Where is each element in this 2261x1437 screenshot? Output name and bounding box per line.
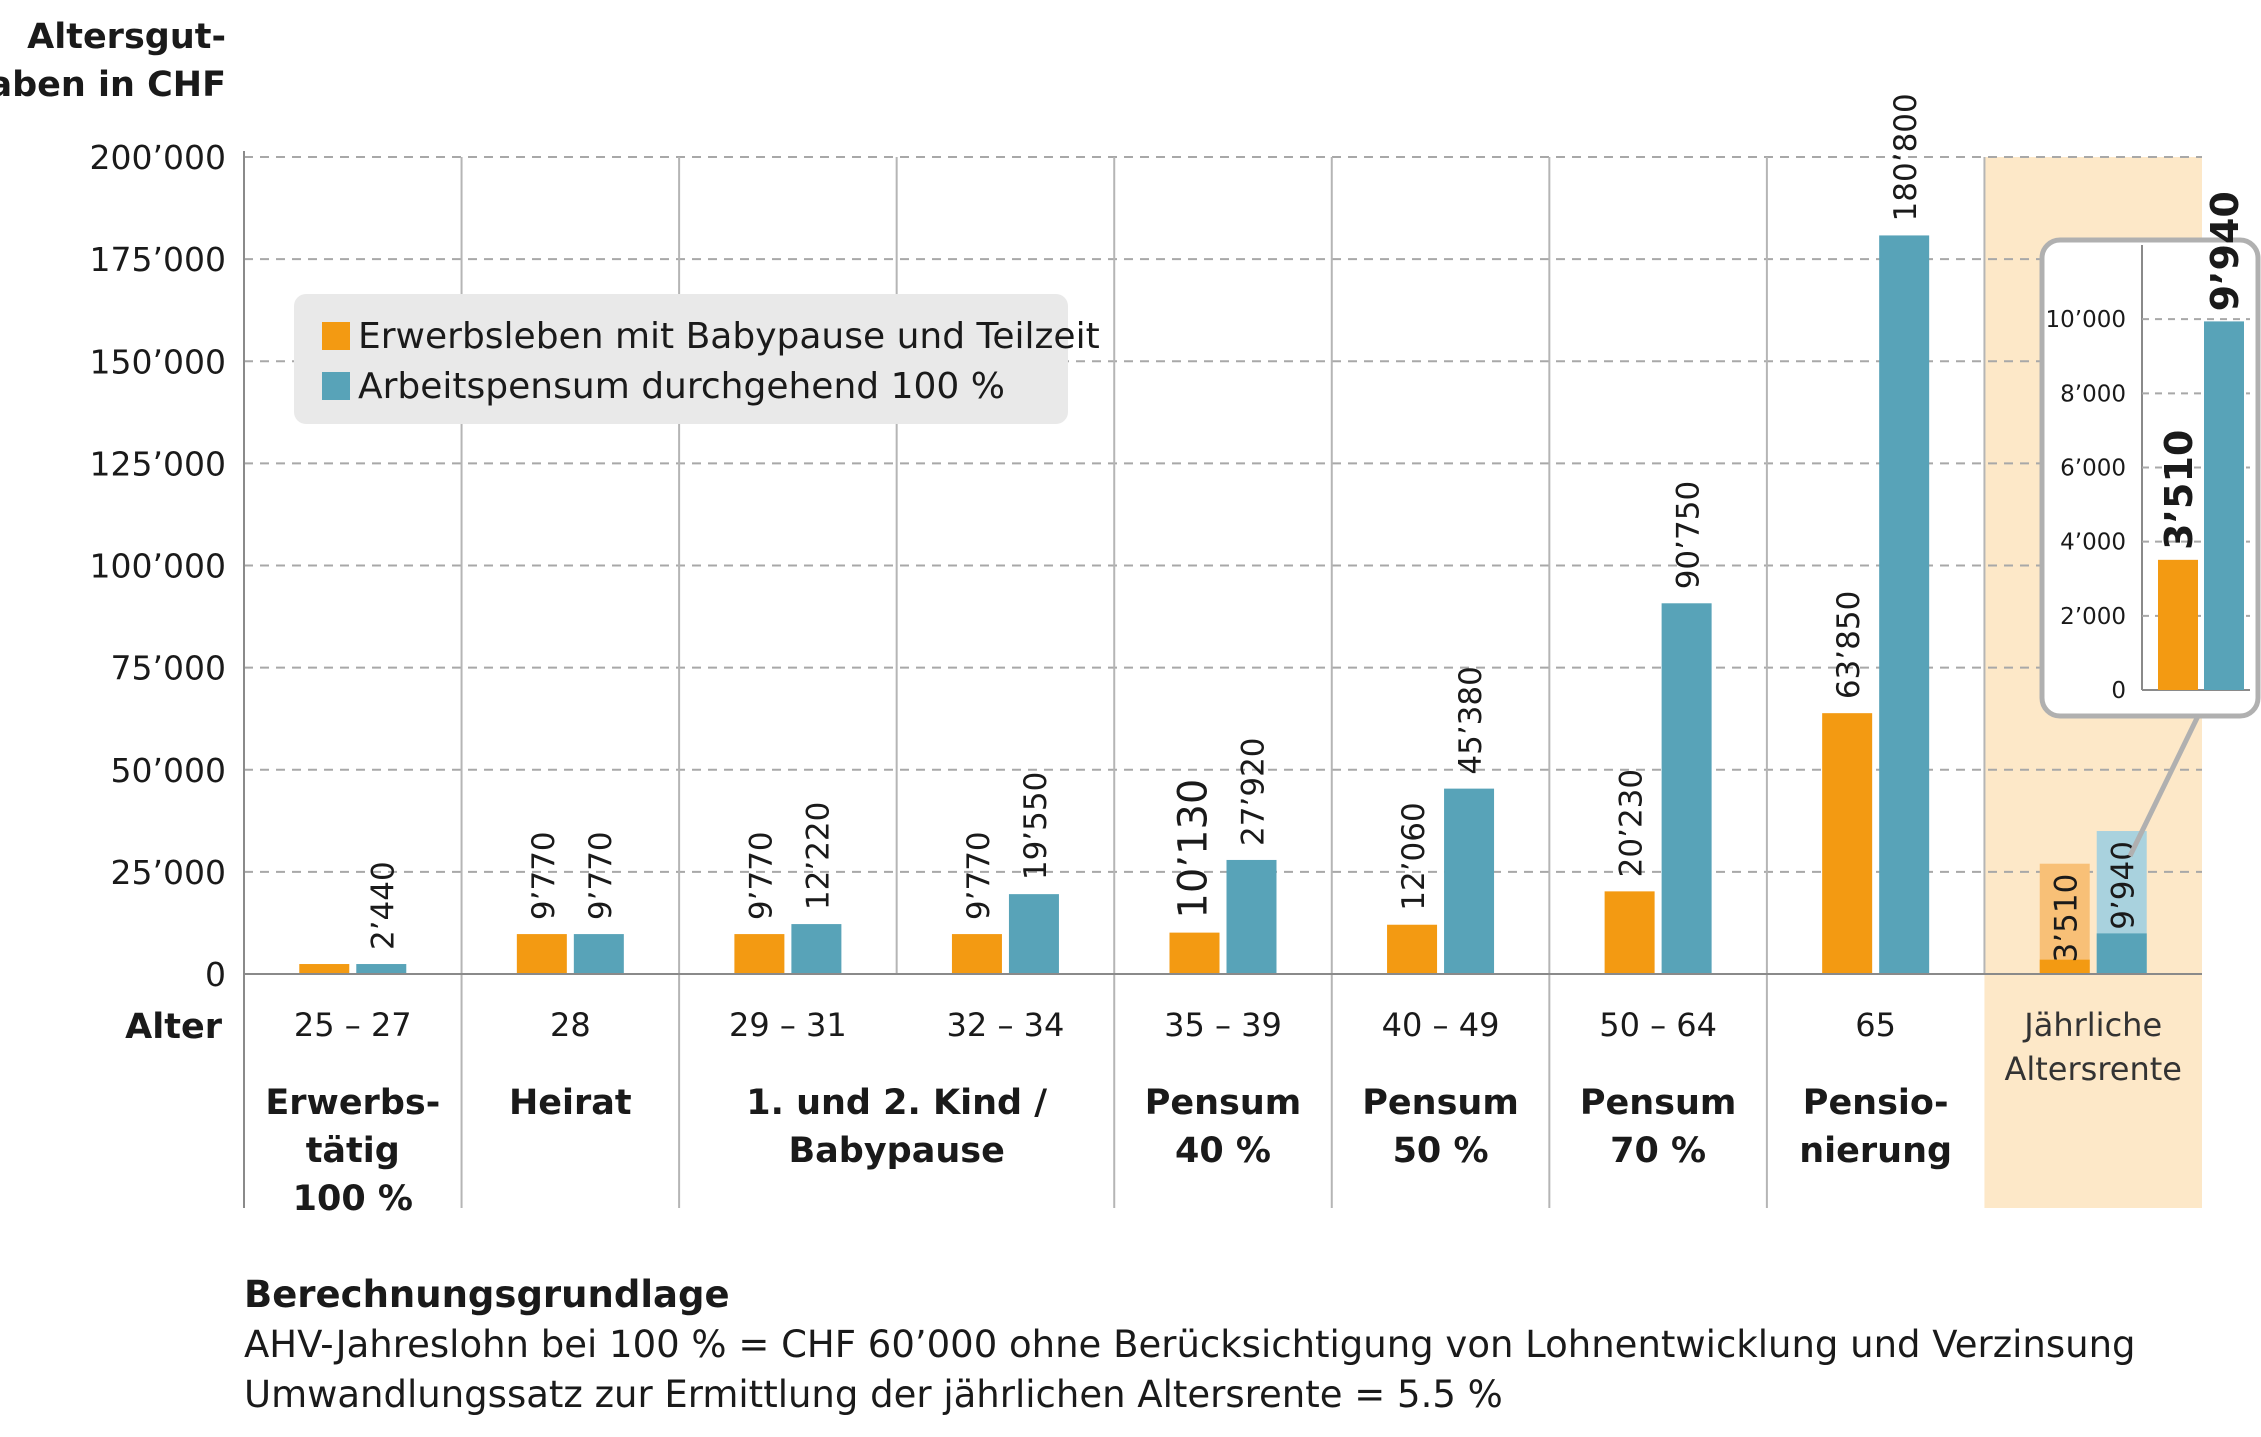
- value-label-orange: 9’770: [961, 831, 997, 920]
- value-label-orange: 9’770: [526, 831, 562, 920]
- phase-label: Pensum 70 %: [1580, 1083, 1737, 1171]
- legend-label: Erwerbsleben mit Babypause und Teilzeit: [358, 316, 1100, 357]
- y-tick-label: 25’000: [111, 853, 226, 892]
- bar-blue: [791, 924, 842, 974]
- inset-y-tick-label: 4’000: [2060, 530, 2126, 556]
- phase-label: Pensum 50 %: [1362, 1083, 1519, 1171]
- bar-blue: [573, 934, 624, 974]
- legend-swatch: [322, 322, 350, 350]
- x-category-label: Jährliche Altersrente: [2004, 1006, 2182, 1088]
- bar-orange: [299, 964, 350, 974]
- value-label-blue: 27’920: [1236, 737, 1272, 845]
- inset-zoom: 0 2’000 4’000 6’000 8’000 10’000 3’510 9’940: [2039, 191, 2261, 858]
- phase-label: Erwerbs-tätig 100 %: [265, 1083, 440, 1219]
- legend-swatch: [322, 372, 350, 400]
- inset-y-tick-label: 0: [2111, 678, 2126, 704]
- bar-blue: [1226, 859, 1277, 974]
- y-tick-label: 50’000: [111, 751, 226, 790]
- bar-orange: [1822, 713, 1873, 974]
- phase-label: Pensio-nierung: [1799, 1083, 1952, 1171]
- footnote: Berechnungsgrundlage AHV-Jahreslohn bei …: [244, 1270, 2136, 1420]
- x-category-label: 65: [1855, 1006, 1896, 1044]
- value-label-orange: 10’130: [1171, 779, 1217, 919]
- bar-orange: [951, 934, 1002, 974]
- bar-orange-backdrop: [2039, 863, 2090, 974]
- y-tick-label: 200’000: [90, 138, 226, 177]
- phase-label: 1. und 2. Kind / Babypause: [746, 1083, 1047, 1171]
- bar-orange: [734, 934, 785, 974]
- value-label-orange: 12’060: [1396, 802, 1432, 910]
- footnote-line-2: Umwandlungssatz zur Ermittlung der jährl…: [244, 1373, 1503, 1416]
- inset-y-tick-label: 8’000: [2060, 381, 2126, 407]
- inset-y-tick-label: 10’000: [2046, 307, 2126, 333]
- value-label-blue: 12’220: [800, 802, 836, 910]
- bar-blue: [1879, 235, 1930, 974]
- value-label-blue: 19’550: [1018, 772, 1054, 880]
- bar-blue: [356, 964, 407, 974]
- value-label-blue: 9’770: [583, 831, 619, 920]
- inset-value-label-blue: 9’940: [2203, 191, 2247, 311]
- value-label-orange: 3’510: [2049, 874, 2085, 963]
- value-label-blue: 45’380: [1453, 666, 1489, 774]
- bar-blue: [1661, 603, 1712, 974]
- x-category-label: 29 – 31: [729, 1006, 847, 1044]
- value-label-orange: 20’230: [1614, 769, 1650, 877]
- x-category-label: 32 – 34: [947, 1006, 1065, 1044]
- value-label-orange: 63’850: [1831, 591, 1867, 699]
- inset-y-tick-label: 2’000: [2060, 604, 2126, 630]
- inset-bar-blue: [2204, 321, 2244, 690]
- bar-blue: [1008, 894, 1059, 974]
- bar-orange: [1604, 891, 1655, 974]
- value-label-blue: 2’440: [365, 861, 401, 950]
- bar-blue: [1444, 788, 1495, 974]
- x-category-label: 28: [550, 1006, 591, 1044]
- legend-box: [294, 294, 1068, 424]
- inset-y-tick-label: 6’000: [2060, 456, 2126, 482]
- value-label-blue: 9’940: [2106, 841, 2142, 930]
- y-tick-label: 150’000: [90, 342, 226, 381]
- footnote-title: Berechnungsgrundlage: [244, 1273, 730, 1316]
- bar-blue: [2096, 933, 2147, 974]
- bar-orange: [516, 934, 567, 974]
- y-tick-label: 100’000: [90, 547, 226, 586]
- value-label-orange: 9’770: [743, 831, 779, 920]
- inset-value-label-orange: 3’510: [2157, 430, 2201, 550]
- value-label-blue: 180’800: [1888, 93, 1924, 221]
- y-axis-label: Altersgut-haben in CHF: [0, 17, 226, 105]
- x-category-label: 35 – 39: [1164, 1006, 1282, 1044]
- bar-orange: [1387, 924, 1438, 974]
- y-tick-label: 125’000: [90, 444, 226, 483]
- x-category-label: 25 – 27: [294, 1006, 412, 1044]
- legend-label: Arbeitspensum durchgehend 100 %: [358, 366, 1005, 407]
- x-category-label: 50 – 64: [1599, 1006, 1717, 1044]
- inset-connector: [2127, 714, 2201, 858]
- y-tick-label: 0: [205, 955, 226, 994]
- y-tick-label: 175’000: [90, 240, 226, 279]
- phase-label: Heirat: [509, 1083, 632, 1123]
- x-category-label: 40 – 49: [1382, 1006, 1500, 1044]
- legend: Erwerbsleben mit Babypause und Teilzeit A…: [294, 294, 1100, 424]
- phase-label: Pensum 40 %: [1145, 1083, 1302, 1171]
- footnote-line-1: AHV-Jahreslohn bei 100 % = CHF 60’000 oh…: [244, 1323, 2136, 1366]
- x-axis-label: Alter: [125, 1007, 223, 1047]
- y-tick-label: 75’000: [111, 649, 226, 688]
- value-label-blue: 90’750: [1671, 481, 1707, 589]
- inset-bar-orange: [2158, 559, 2198, 690]
- bar-orange: [2039, 959, 2090, 974]
- bar-orange: [1169, 932, 1220, 974]
